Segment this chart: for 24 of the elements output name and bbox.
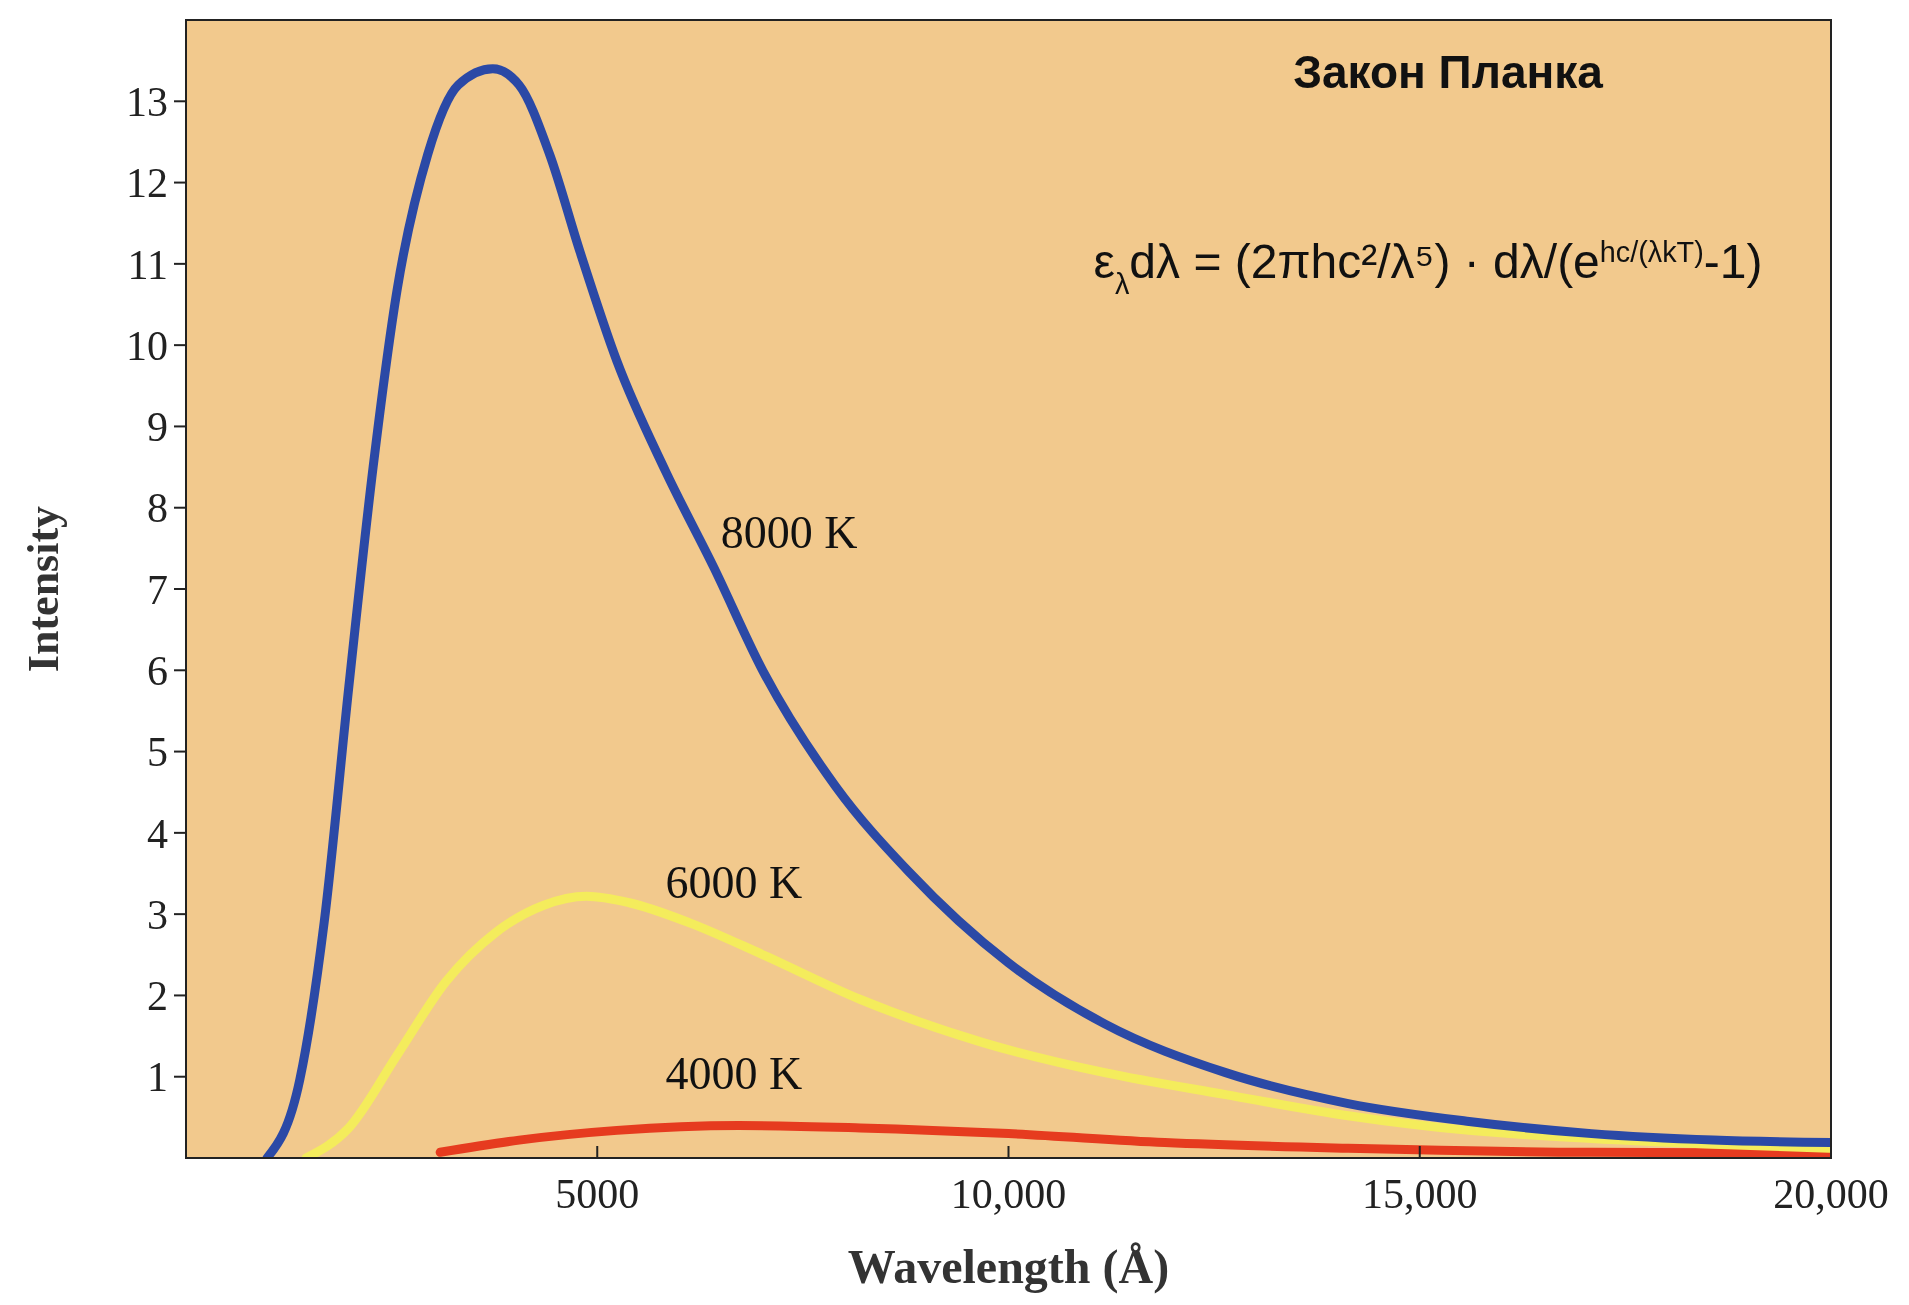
x-axis-title: Wavelength (Å) <box>847 1240 1170 1294</box>
y-tick-label: 8 <box>147 485 168 532</box>
series-label: 8000 K <box>720 507 858 559</box>
series-label: 6000 K <box>665 856 803 908</box>
text: Закон Планка <box>1293 46 1604 98</box>
y-tick-label: 4 <box>147 810 168 857</box>
y-tick-label: 9 <box>147 404 168 451</box>
y-tick-label: 6 <box>147 647 168 694</box>
y-tick-label: 13 <box>126 78 168 125</box>
y-tick-label: 5 <box>147 729 168 776</box>
y-tick-label: 2 <box>147 973 168 1020</box>
y-tick-label: 11 <box>127 241 168 288</box>
x-tick-label: 20,000 <box>1773 1171 1889 1217</box>
x-tick-label: 15,000 <box>1362 1171 1478 1217</box>
x-tick-label: 5000 <box>555 1171 640 1217</box>
y-tick-label: 3 <box>147 891 168 938</box>
y-tick-label: 10 <box>126 322 168 369</box>
y-tick-label: 7 <box>147 566 168 613</box>
x-tick-label: 10,000 <box>950 1171 1067 1217</box>
y-tick-label: 12 <box>126 160 168 207</box>
series-label: 4000 K <box>665 1047 803 1099</box>
y-tick-label: 1 <box>147 1054 168 1101</box>
annotation: ε$_{λ}$dλ = (2πhc²/λ⁵) · dλ/(e$^{hc/(λkT)}$-1) <box>1093 235 1763 300</box>
y-axis-title: Intensity <box>19 505 68 673</box>
